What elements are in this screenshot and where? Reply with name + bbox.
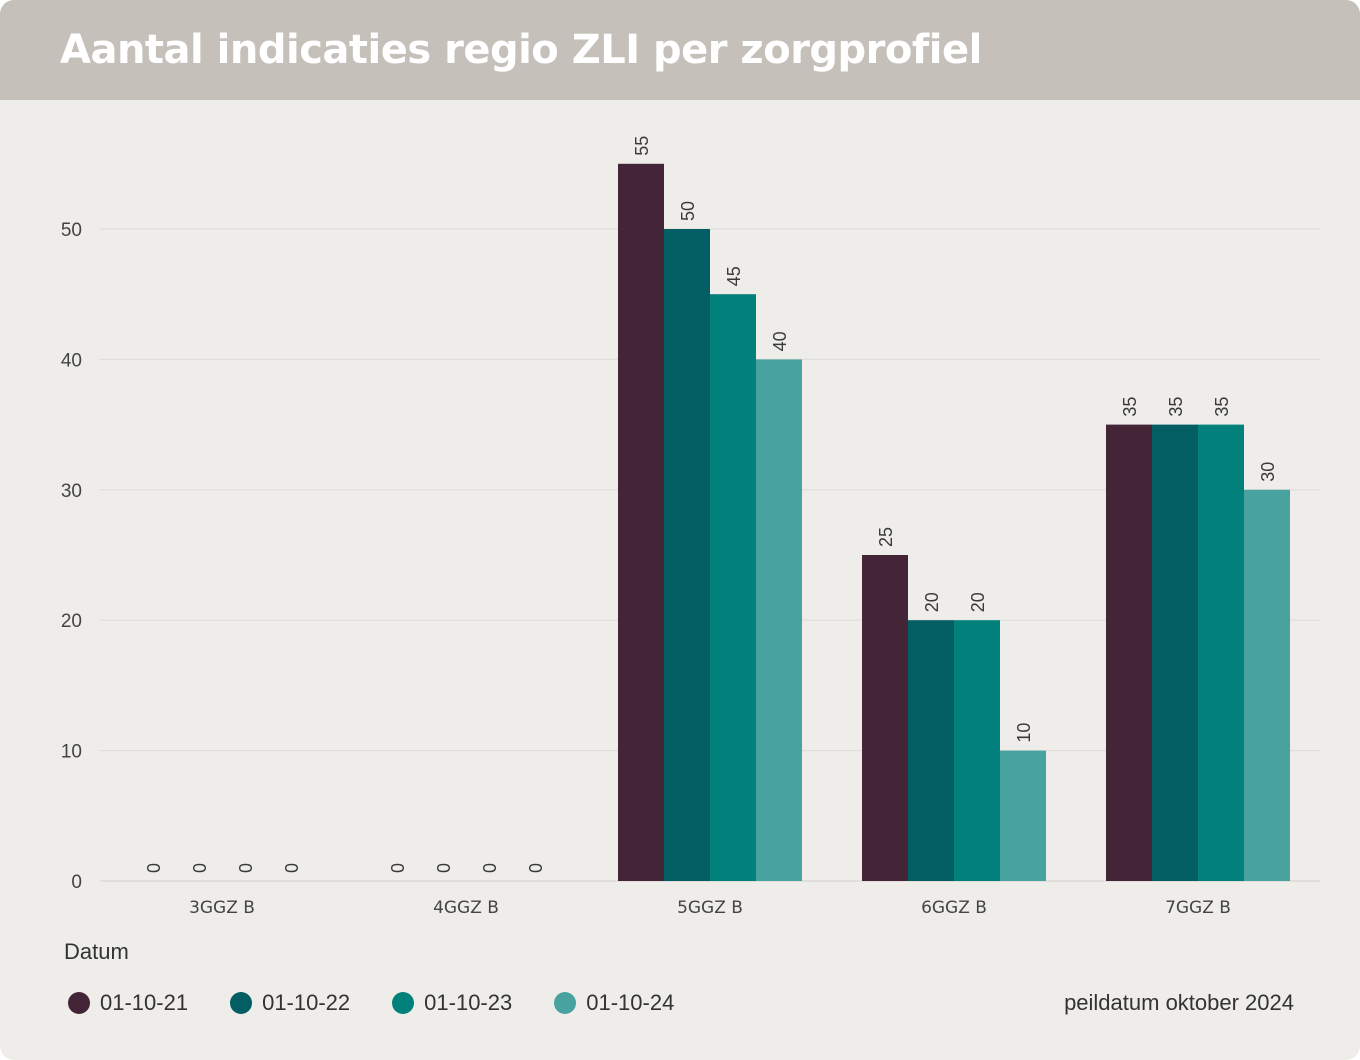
bar <box>954 620 1000 881</box>
legend-swatch <box>392 992 415 1014</box>
bar <box>1000 750 1046 881</box>
bar <box>664 229 710 881</box>
bar <box>1244 489 1290 881</box>
data-label: 0 <box>388 863 408 873</box>
data-label: 0 <box>526 863 546 873</box>
x-tick-label: 5GGZ B <box>677 898 743 918</box>
x-tick-label: 7GGZ B <box>1165 898 1231 918</box>
bar <box>756 359 802 881</box>
legend-swatch <box>230 992 253 1014</box>
data-label: 0 <box>282 863 302 873</box>
y-tick-label: 10 <box>61 742 82 763</box>
x-tick-label: 6GGZ B <box>921 898 987 918</box>
bar <box>908 620 954 881</box>
legend-item: 01-10-21 <box>68 990 188 1016</box>
footnote-reference-date: peildatum oktober 2024 <box>1064 990 1294 1015</box>
data-label: 30 <box>1258 462 1278 482</box>
legend-item: 01-10-23 <box>392 990 512 1016</box>
data-label: 50 <box>678 201 698 221</box>
bar <box>1152 424 1198 881</box>
y-tick-label: 20 <box>61 611 82 632</box>
bar-chart: 0 10 20 30 40 50 0 0 0 0 3GGZ B 0 0 0 0 4GGZ B 55 50 45 40 5… <box>61 136 1320 918</box>
legend-label: 01-10-23 <box>424 990 513 1015</box>
legend-item: 01-10-24 <box>554 990 674 1016</box>
data-label: 35 <box>1212 397 1232 417</box>
bar <box>710 294 756 881</box>
data-label: 0 <box>190 863 210 873</box>
data-label: 40 <box>770 331 790 351</box>
legend-label: 01-10-24 <box>586 990 675 1015</box>
legend-swatch <box>554 992 577 1014</box>
x-tick-label: 3GGZ B <box>189 898 255 918</box>
y-tick-label: 40 <box>61 350 82 371</box>
data-label: 35 <box>1120 397 1140 417</box>
data-label: 20 <box>922 592 942 612</box>
legend-swatch <box>68 992 90 1014</box>
data-label: 35 <box>1166 397 1186 417</box>
x-tick-label: 4GGZ B <box>433 898 499 918</box>
bar <box>618 163 664 882</box>
title-bar: Aantal indicaties regio ZLI per zorgprof… <box>0 0 1360 100</box>
legend-title: Datum <box>64 939 129 964</box>
data-label: 10 <box>1014 723 1034 743</box>
bar <box>1106 424 1152 881</box>
legend-item: 01-10-22 <box>230 990 350 1016</box>
legend: 01-10-21 01-10-22 01-10-23 01-10-24 <box>68 988 716 1018</box>
chart-title: Aantal indicaties regio ZLI per zorgprof… <box>60 27 982 73</box>
bar <box>1198 424 1244 881</box>
y-tick-label: 0 <box>71 872 82 893</box>
data-label: 0 <box>144 863 164 873</box>
bar <box>862 555 908 881</box>
legend-label: 01-10-22 <box>262 990 351 1015</box>
data-label: 20 <box>968 592 988 612</box>
data-label: 0 <box>480 863 500 873</box>
data-label: 55 <box>632 136 652 156</box>
data-label: 0 <box>236 863 256 873</box>
y-tick-label: 50 <box>61 220 82 241</box>
data-label: 25 <box>876 527 896 547</box>
data-label: 0 <box>434 863 454 873</box>
legend-label: 01-10-21 <box>100 990 189 1015</box>
y-tick-label: 30 <box>61 481 82 502</box>
data-label: 45 <box>724 266 744 286</box>
